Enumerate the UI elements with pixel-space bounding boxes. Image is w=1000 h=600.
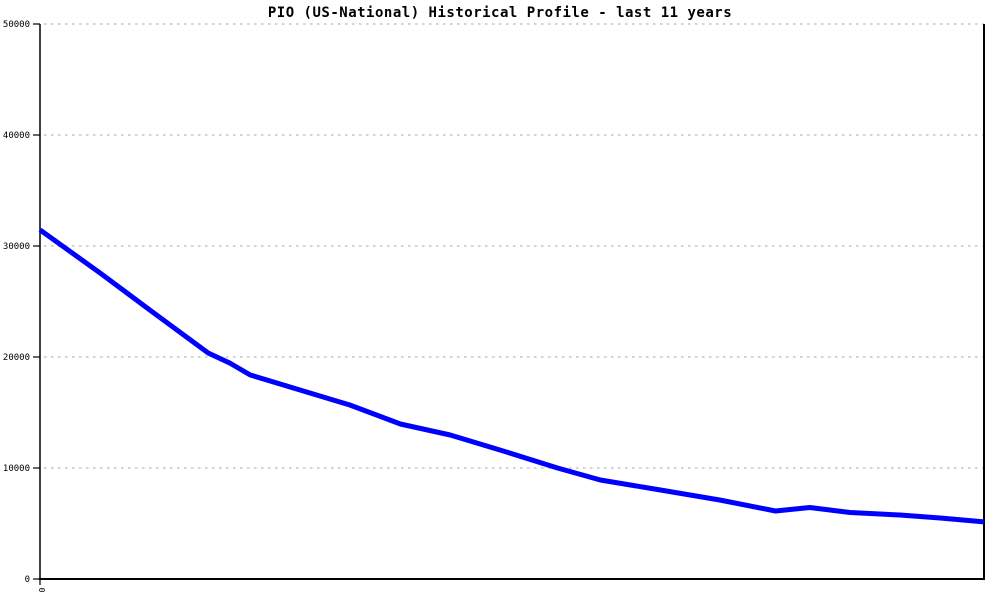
chart-title: PIO (US-National) Historical Profile - l…	[267, 5, 733, 21]
y-axis-tick-label: 10000	[3, 464, 30, 474]
series-line	[38, 227, 985, 525]
y-axis-tick-label: 30000	[3, 242, 30, 252]
y-axis-tick-label: 20000	[3, 353, 30, 363]
x-axis-tick-labels: 0	[37, 588, 46, 593]
y-axis-tick-label: 40000	[3, 131, 30, 141]
axes	[39, 24, 985, 580]
y-axis-tick-label: 0	[25, 575, 30, 585]
y-axis-tick-labels: 0 10000 20000 30000 40000 50000	[3, 20, 30, 585]
x-axis-tick-label: 0	[37, 588, 46, 593]
data-line	[38, 227, 985, 525]
y-axis-tick-label: 50000	[3, 20, 30, 30]
gridlines	[44, 23, 984, 469]
y-axis-ticks	[33, 23, 40, 580]
